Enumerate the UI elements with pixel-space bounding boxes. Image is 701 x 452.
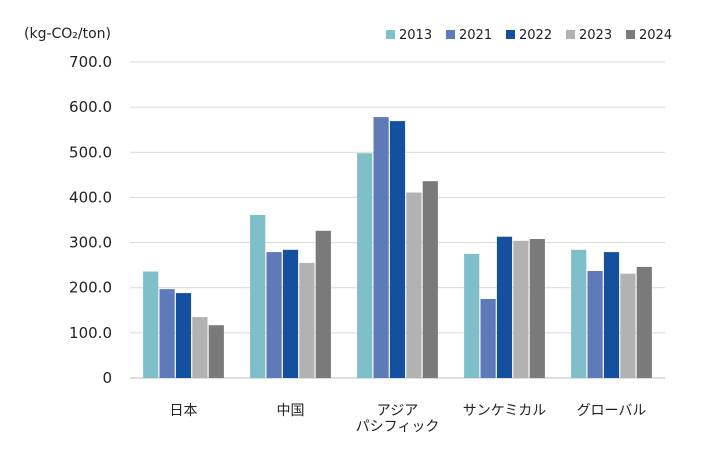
bar-2022-3 xyxy=(496,236,513,378)
bar-2024-2 xyxy=(422,181,438,378)
legend-label: 2023 xyxy=(579,28,612,43)
bar-2022-0 xyxy=(175,293,192,378)
bar-2021-1 xyxy=(266,252,282,378)
legend-label: 2013 xyxy=(399,28,432,43)
legend-swatch-2023 xyxy=(566,30,575,39)
bar-2021-2 xyxy=(373,117,389,378)
y-axis-ticks: 0 100.0 200.0 300.0 400.0 500.0 600.0 700.0 xyxy=(69,53,112,387)
bar-2022-2 xyxy=(389,121,406,378)
bar-2024-0 xyxy=(208,325,224,378)
category-label: アジア xyxy=(377,403,418,419)
legend-label: 2021 xyxy=(459,28,492,43)
bar-2013-4 xyxy=(571,249,587,378)
category-label: グローバル xyxy=(577,403,647,419)
y-tick-label: 400.0 xyxy=(69,188,112,206)
bar-2024-1 xyxy=(315,230,331,378)
category-label: 中国 xyxy=(277,403,305,419)
y-tick-label: 600.0 xyxy=(69,98,112,116)
bar-2013-2 xyxy=(357,153,373,378)
legend-label: 2022 xyxy=(519,28,552,43)
bar-2021-3 xyxy=(480,299,496,378)
legend-label: 2024 xyxy=(639,28,672,43)
bar-2023-1 xyxy=(299,262,315,378)
bar-2021-0 xyxy=(159,289,175,378)
bar-2021-4 xyxy=(587,271,603,378)
category-label: 日本 xyxy=(170,403,198,419)
y-tick-label: 0 xyxy=(102,369,112,387)
y-tick-label: 300.0 xyxy=(69,234,112,252)
legend-swatch-2013 xyxy=(386,30,395,39)
y-tick-label: 100.0 xyxy=(69,324,112,342)
bar-2022-4 xyxy=(603,252,620,378)
bar-2022-1 xyxy=(282,249,299,378)
y-axis-unit-label: (kg-CO₂/ton) xyxy=(24,26,111,42)
y-tick-label: 200.0 xyxy=(69,279,112,297)
bar-2013-3 xyxy=(464,253,480,378)
y-tick-label: 700.0 xyxy=(69,53,112,71)
bar-2023-2 xyxy=(406,192,422,378)
bar-2023-3 xyxy=(513,240,529,378)
legend-swatch-2024 xyxy=(626,30,635,39)
bar-2013-0 xyxy=(143,271,159,378)
legend-swatch-2022 xyxy=(506,30,515,39)
bar-2023-4 xyxy=(620,273,636,378)
category-label: パシフィック xyxy=(356,419,440,435)
bar-2024-3 xyxy=(529,239,545,378)
legend: 2013 2021 2022 2023 2024 xyxy=(386,28,672,43)
bar-2024-4 xyxy=(636,266,652,378)
bar-2023-0 xyxy=(192,317,208,378)
bar-2013-1 xyxy=(250,215,266,378)
y-tick-label: 500.0 xyxy=(69,143,112,161)
bars xyxy=(143,117,652,378)
category-label: サンケミカル xyxy=(463,403,547,419)
legend-swatch-2021 xyxy=(446,30,455,39)
